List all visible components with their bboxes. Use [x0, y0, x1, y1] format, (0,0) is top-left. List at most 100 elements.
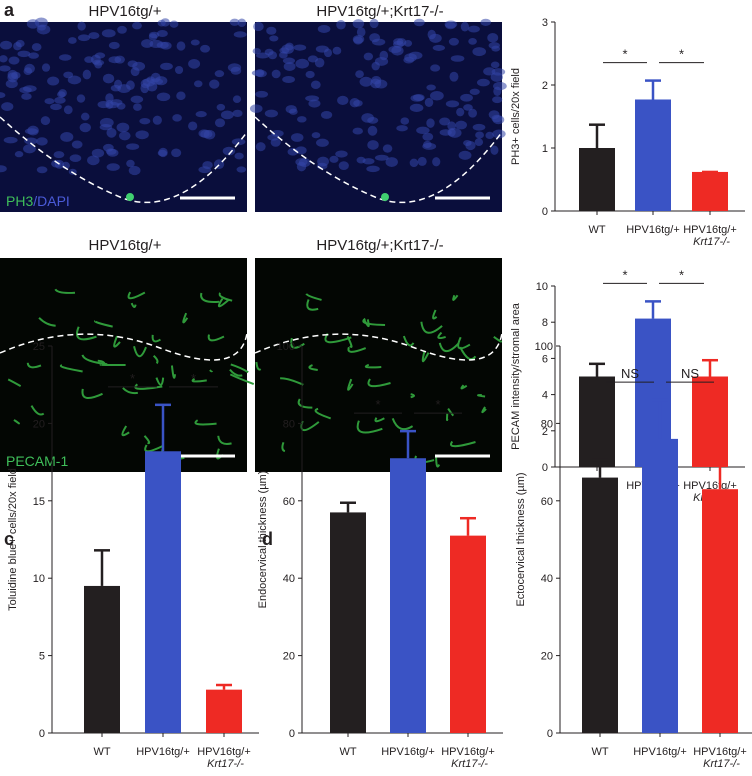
nucleus [222, 146, 236, 156]
nucleus [329, 155, 339, 163]
vessel [122, 387, 138, 395]
nucleus [71, 140, 83, 149]
nucleus [430, 91, 444, 101]
x-tick-label: HPV16tg/+ [136, 746, 190, 758]
y-tick-label: 0 [289, 728, 295, 740]
vessel [76, 326, 97, 341]
nucleus [214, 118, 226, 128]
nucleus [176, 91, 186, 101]
nucleus [393, 38, 404, 46]
label-line: Krt17-/- [690, 236, 730, 248]
nucleus [106, 163, 120, 171]
vessel [347, 378, 354, 391]
nucleus [487, 32, 499, 43]
nucleus [267, 134, 280, 141]
vessel [290, 337, 305, 349]
nucleus [7, 69, 18, 80]
nucleus [220, 110, 234, 120]
nucleus [447, 128, 456, 137]
x-tick-label: HPV16tg/+ Krt17-/- [693, 746, 747, 770]
label-line: HPV16tg/+ [441, 746, 495, 758]
nucleus [214, 70, 225, 78]
nucleus [449, 71, 459, 82]
y-axis-label: PH3+ cells/20x field [510, 68, 522, 165]
nucleus [439, 117, 451, 126]
nucleus [84, 56, 94, 63]
nucleus [332, 46, 342, 55]
nucleus [485, 131, 494, 140]
nucleus [455, 120, 468, 130]
vessel [435, 455, 441, 468]
x-tick-label: WT [339, 746, 356, 758]
nucleus [21, 93, 32, 100]
nucleus [169, 20, 179, 28]
nucleus [128, 165, 141, 176]
nucleus [362, 158, 375, 165]
nucleus [391, 45, 404, 56]
significance-label: * [191, 371, 196, 386]
nucleus [374, 154, 389, 161]
vessel [133, 346, 147, 358]
nucleus [68, 37, 77, 44]
vessel [59, 364, 83, 373]
y-axis-label: Toluidine blue+ cells/20x field [7, 468, 19, 611]
nucleus [117, 84, 131, 94]
y-tick-label: 80 [283, 418, 295, 430]
nucleus [283, 62, 296, 71]
nucleus [1, 102, 14, 111]
label-line: HPV16tg/+ [626, 224, 680, 236]
nucleus [295, 158, 308, 166]
nucleus [371, 61, 380, 71]
nucleus [490, 61, 500, 69]
x-tick-label: WT [591, 746, 608, 758]
nucleus [297, 116, 307, 123]
nucleus [474, 138, 484, 147]
significance-label: NS [621, 366, 639, 381]
nucleus [105, 148, 117, 155]
nucleus [492, 129, 506, 139]
bar [330, 512, 366, 733]
x-tick-label: HPV16tg/+ Krt17-/- [683, 224, 737, 248]
vessel [217, 435, 232, 445]
nucleus [27, 125, 39, 136]
y-axis-label: PECAM intensity/stromal area [510, 302, 522, 450]
y-tick-label: 60 [283, 496, 295, 508]
label-line: Krt17-/- [204, 758, 244, 770]
vessel [410, 393, 416, 399]
y-tick-label: 20 [33, 418, 45, 430]
vessel [155, 377, 165, 386]
nucleus [76, 94, 86, 103]
significance-label: * [130, 371, 135, 386]
nucleus [308, 99, 321, 108]
label-line: WT [339, 746, 356, 758]
nucleus [149, 39, 163, 49]
vessel [363, 318, 370, 328]
nucleus [47, 76, 60, 86]
nucleus [0, 40, 13, 50]
nucleus [77, 21, 86, 31]
vessel [305, 293, 322, 301]
vessel [437, 331, 446, 340]
nucleus [63, 105, 73, 115]
nucleus [480, 18, 491, 26]
nucleus [172, 114, 182, 122]
vessel [13, 419, 20, 425]
y-tick-label: 5 [39, 651, 45, 663]
y-tick-label: 0 [542, 462, 548, 474]
micrograph [0, 22, 247, 212]
vessel [438, 342, 460, 353]
nucleus [359, 76, 373, 87]
nucleus [188, 121, 198, 131]
nucleus [352, 127, 363, 135]
nucleus [202, 161, 213, 170]
nucleus [279, 51, 288, 59]
y-tick-label: 20 [283, 651, 295, 663]
vessel [26, 362, 42, 369]
nucleus [305, 70, 315, 79]
bar [450, 535, 486, 733]
nucleus [475, 131, 485, 139]
nucleus [60, 132, 74, 142]
nucleus [361, 113, 374, 123]
nucleus [467, 25, 480, 33]
nucleus [141, 39, 154, 48]
